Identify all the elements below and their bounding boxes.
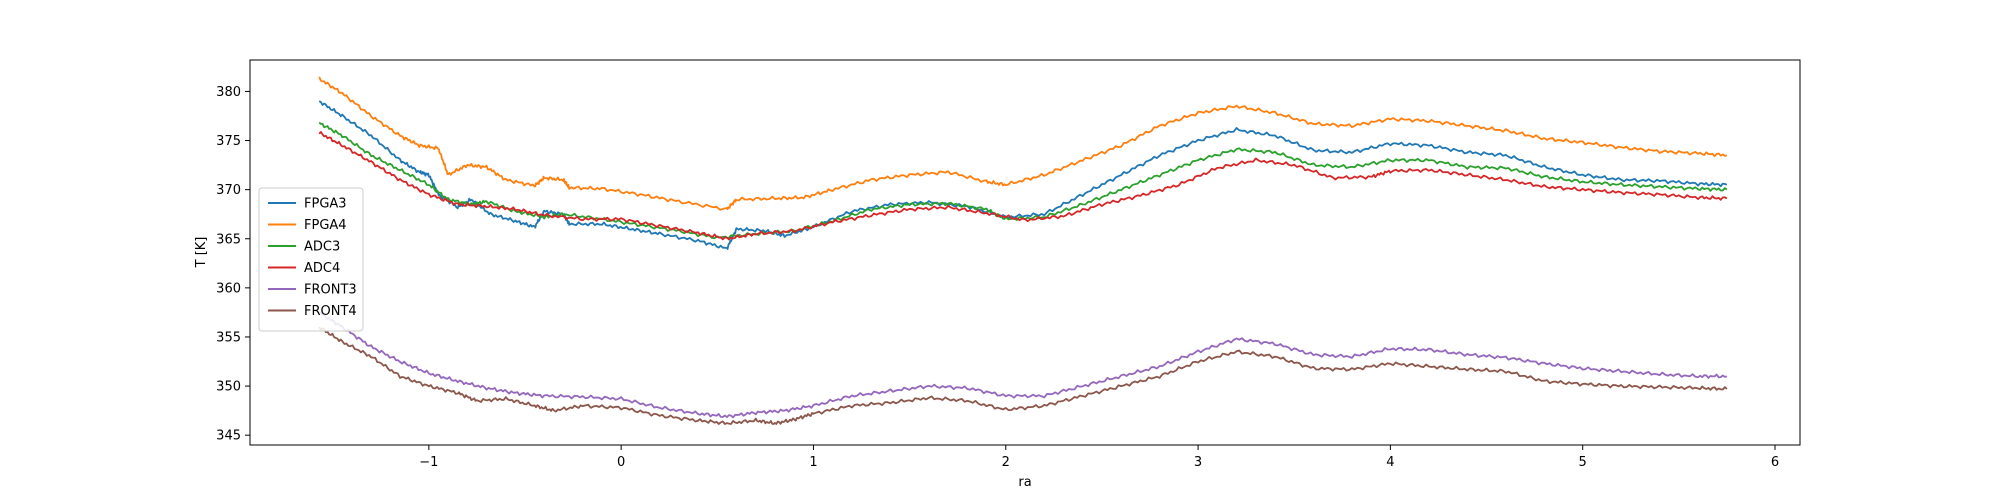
legend-label: FRONT3 xyxy=(304,283,357,298)
legend-label: FPGA3 xyxy=(304,197,347,212)
y-axis-label: T [K] xyxy=(194,237,209,269)
legend: FPGA3 FPGA4 ADC3 ADC4 FRONT3 FRONT4 xyxy=(258,187,364,332)
x-axis-ticks: −1 0 1 2 3 4 5 6 xyxy=(419,445,1779,470)
series-line-fpga3 xyxy=(318,100,1728,250)
x-tick-label: 6 xyxy=(1771,455,1779,470)
series-line-front3 xyxy=(318,311,1728,419)
y-tick-label: 370 xyxy=(216,183,241,198)
y-tick-label: 355 xyxy=(216,330,241,345)
series-line-fpga4 xyxy=(318,76,1728,211)
legend-label: ADC3 xyxy=(304,240,340,255)
x-axis-label: ra xyxy=(1018,475,1031,490)
x-tick-label: −1 xyxy=(419,455,438,470)
plot-area xyxy=(250,60,1800,445)
y-tick-label: 380 xyxy=(216,85,241,100)
series-line-front4 xyxy=(318,326,1728,425)
series-layer xyxy=(318,76,1728,425)
series-line-adc3 xyxy=(318,121,1728,240)
x-tick-label: 5 xyxy=(1579,455,1587,470)
x-tick-label: 1 xyxy=(809,455,817,470)
x-tick-label: 3 xyxy=(1194,455,1202,470)
legend-label: FRONT4 xyxy=(304,304,357,319)
series-line-adc4 xyxy=(318,130,1728,241)
y-tick-label: 345 xyxy=(216,429,241,444)
y-tick-label: 360 xyxy=(216,281,241,296)
x-tick-label: 2 xyxy=(1002,455,1010,470)
y-axis-ticks: 345 350 355 360 365 370 375 380 xyxy=(216,85,250,444)
x-tick-label: 4 xyxy=(1386,455,1394,470)
y-tick-label: 350 xyxy=(216,380,241,395)
y-tick-label: 375 xyxy=(216,134,241,149)
legend-label: FPGA4 xyxy=(304,218,347,233)
x-tick-label: 0 xyxy=(617,455,625,470)
legend-label: ADC4 xyxy=(304,261,340,276)
axes-frame xyxy=(249,59,1801,446)
y-tick-label: 365 xyxy=(216,232,241,247)
